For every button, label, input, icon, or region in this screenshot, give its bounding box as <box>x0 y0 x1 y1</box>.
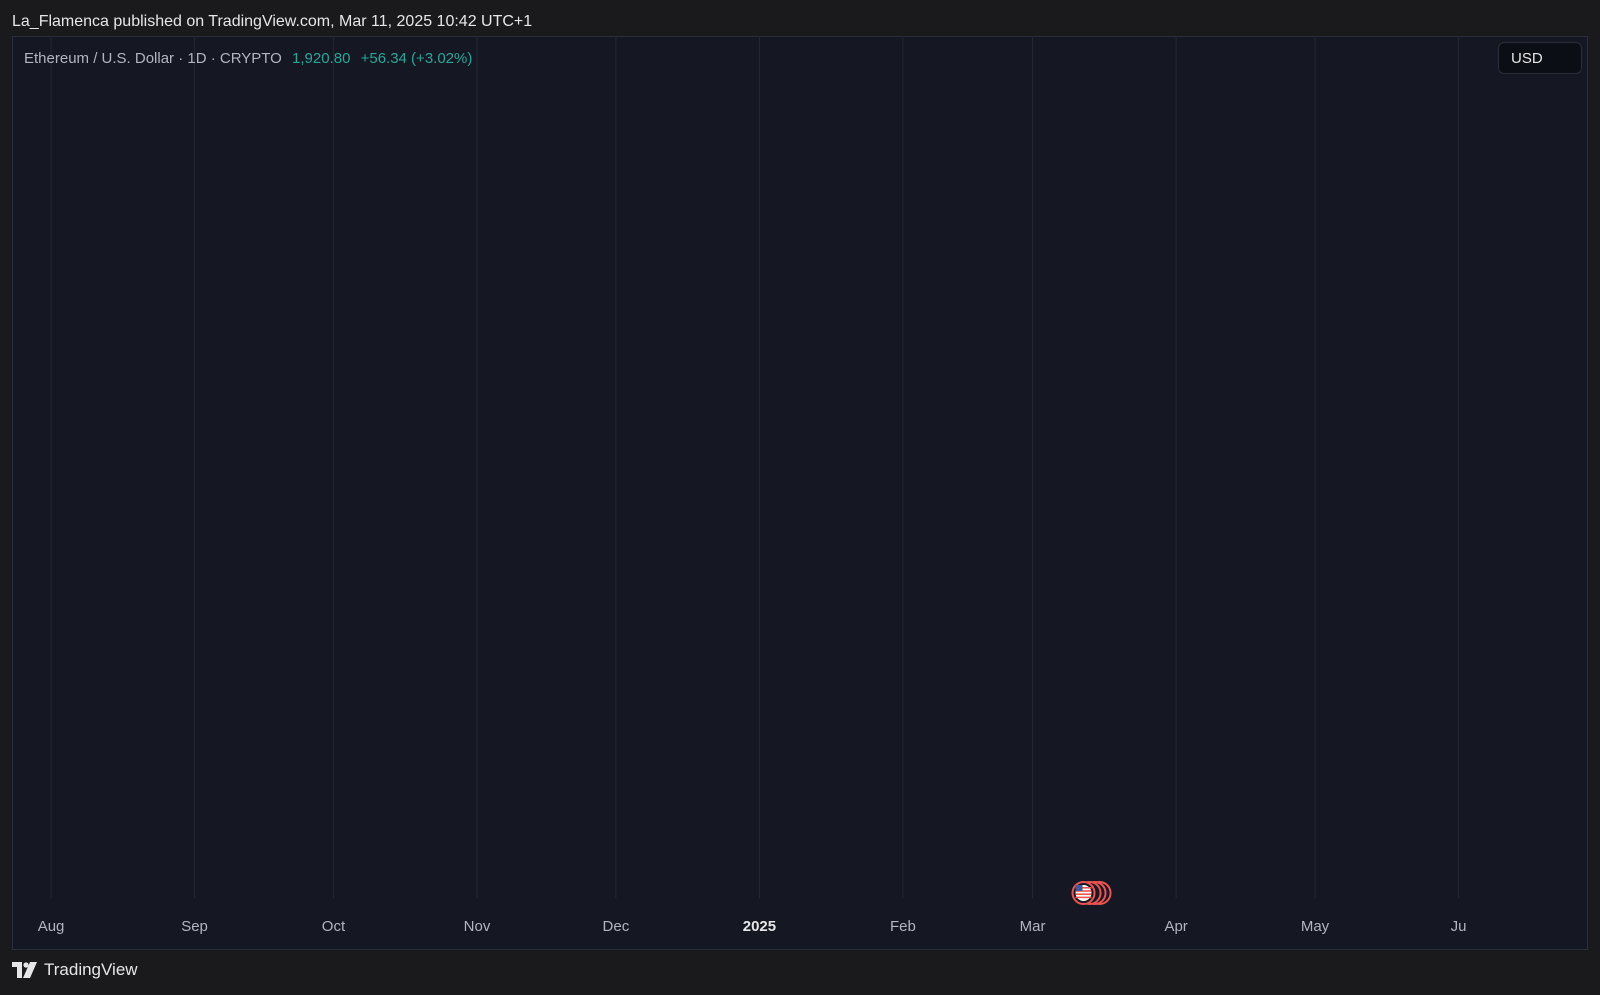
x-tick-label: Dec <box>603 918 630 935</box>
x-tick-label: Apr <box>1164 918 1187 935</box>
legend-last-price: 1,920.80 <box>292 50 351 67</box>
x-tick-label: Nov <box>464 918 491 935</box>
x-tick-label: 2025 <box>743 918 776 935</box>
chart-panel[interactable] <box>12 36 1588 950</box>
currency-button[interactable]: USD <box>1498 42 1582 74</box>
x-tick-label: Ju <box>1451 918 1467 935</box>
symbol-legend: Ethereum / U.S. Dollar · 1D · CRYPTO 1,9… <box>24 50 472 67</box>
x-tick-label: May <box>1301 918 1330 935</box>
tradingview-logo-icon <box>12 962 37 978</box>
flag-canton <box>1075 885 1083 891</box>
x-tick-label: Sep <box>181 918 208 935</box>
flag-stripe <box>1075 887 1092 889</box>
x-tick-label: Mar <box>1020 918 1046 935</box>
publish-info-text: La_Flamenca published on TradingView.com… <box>12 13 533 30</box>
tradingview-brand[interactable]: TradingView <box>12 960 138 980</box>
legend-price-change: +56.34 (+3.02%) <box>360 50 473 67</box>
chart-grid <box>50 36 1460 898</box>
tradingview-brand-label: TradingView <box>44 960 138 979</box>
footer-bar <box>0 952 1600 995</box>
symbol-title: Ethereum / U.S. Dollar · 1D · CRYPTO <box>24 50 282 67</box>
x-tick-label: Oct <box>322 918 346 935</box>
us-flag-economic-event-icon[interactable] <box>1071 881 1112 905</box>
publish-header: La_Flamenca published on TradingView.com… <box>0 0 1600 42</box>
flag-stripe <box>1075 896 1092 899</box>
flag-stripe <box>1075 890 1092 892</box>
flag-stripe <box>1075 893 1092 895</box>
x-tick-label: Feb <box>890 918 916 935</box>
x-tick-label: Aug <box>38 918 65 935</box>
